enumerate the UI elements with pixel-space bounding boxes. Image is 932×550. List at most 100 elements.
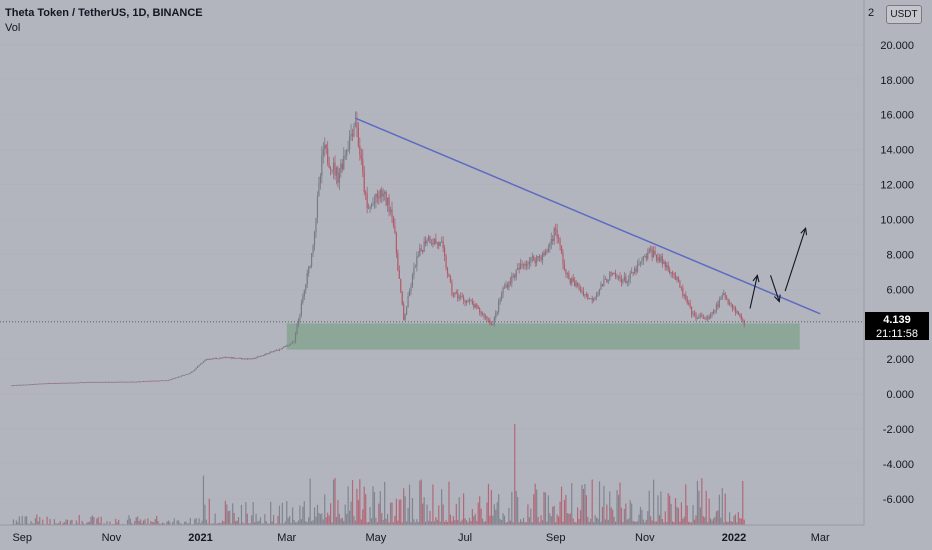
volume-bar bbox=[495, 509, 497, 525]
volume-bar bbox=[249, 523, 251, 525]
volume-bar bbox=[515, 490, 517, 525]
volume-bar bbox=[558, 516, 560, 525]
volume-bar bbox=[425, 521, 427, 525]
volume-bar bbox=[366, 522, 368, 525]
price-tick-label: 10.000 bbox=[880, 214, 914, 226]
volume-bar bbox=[75, 520, 77, 525]
candle-body bbox=[689, 303, 691, 307]
candle-body bbox=[58, 382, 60, 384]
candle-body bbox=[20, 384, 22, 386]
candle-body bbox=[626, 281, 628, 283]
candle-body bbox=[502, 287, 504, 295]
volume-bar bbox=[458, 497, 460, 525]
chart-title: Theta Token / TetherUS, 1D, BINANCE bbox=[5, 7, 203, 19]
price-axis[interactable]: 20.000 18.000 16.000 14.000 12.000 10.000 8.00… bbox=[880, 40, 914, 506]
candle-body bbox=[33, 384, 35, 385]
volume-bar bbox=[476, 520, 478, 525]
candle-body bbox=[273, 351, 275, 353]
candle-body bbox=[93, 381, 95, 383]
volume-bar bbox=[559, 501, 561, 525]
volume-bar bbox=[340, 518, 342, 525]
candle-body bbox=[714, 310, 716, 313]
support-zone bbox=[286, 323, 800, 350]
candle-body bbox=[686, 298, 688, 304]
volume-bar bbox=[144, 519, 146, 525]
volume-bar bbox=[93, 517, 95, 525]
volume-bar bbox=[441, 489, 443, 525]
volume-bar bbox=[720, 517, 722, 525]
candle-body bbox=[160, 380, 162, 382]
candle-body bbox=[647, 253, 649, 259]
volume-bar bbox=[690, 522, 693, 525]
candle-body bbox=[704, 318, 706, 320]
time-tick-label: 2021 bbox=[188, 532, 212, 544]
volume-bar bbox=[167, 520, 169, 525]
volume-bar bbox=[384, 481, 386, 525]
volume-bar bbox=[632, 520, 634, 525]
candle-body bbox=[299, 314, 301, 321]
volume-bar bbox=[430, 521, 433, 525]
candle-body bbox=[473, 303, 475, 308]
candle-body bbox=[619, 276, 621, 280]
volume-bar bbox=[176, 520, 178, 525]
volume-bar bbox=[742, 480, 744, 525]
candle-body bbox=[712, 311, 715, 313]
candle-body bbox=[740, 315, 742, 320]
currency-badge[interactable]: USDT bbox=[886, 5, 922, 24]
volume-bar bbox=[381, 513, 383, 525]
candle-body bbox=[721, 295, 723, 299]
volume-bar bbox=[151, 521, 153, 525]
candle-body bbox=[709, 314, 712, 319]
volume-bar bbox=[620, 507, 623, 525]
volume-bar bbox=[669, 495, 671, 525]
candle-body bbox=[655, 254, 658, 261]
candle-body bbox=[707, 316, 709, 319]
candle-body bbox=[354, 122, 357, 126]
time-tick-label: Sep bbox=[546, 532, 566, 544]
volume-bar bbox=[644, 522, 646, 525]
candle-body bbox=[62, 382, 64, 384]
candle-body bbox=[113, 381, 115, 383]
volume-indicator-label[interactable]: Vol bbox=[5, 22, 21, 34]
candle-body bbox=[541, 253, 544, 261]
candle-body bbox=[289, 343, 291, 346]
volume-bar bbox=[315, 516, 317, 525]
candle-body bbox=[47, 383, 50, 385]
volume-bar bbox=[154, 519, 156, 525]
candle-body bbox=[525, 263, 528, 267]
candle-body bbox=[398, 269, 400, 279]
volume-bar bbox=[533, 494, 535, 525]
candle-body bbox=[430, 243, 433, 244]
volume-bar bbox=[293, 519, 295, 525]
volume-bar bbox=[610, 507, 612, 525]
volume-bar bbox=[334, 477, 336, 525]
candle-body bbox=[137, 381, 139, 383]
candle-body bbox=[417, 255, 419, 257]
volume-bar bbox=[686, 505, 688, 525]
candle-body bbox=[104, 381, 107, 383]
candle-body bbox=[552, 239, 554, 242]
candle-body bbox=[389, 209, 392, 212]
candle-body bbox=[607, 280, 609, 283]
candle-body bbox=[350, 133, 352, 136]
candle-body bbox=[708, 316, 710, 319]
time-axis[interactable]: Sep Nov 2021 Mar May Jul Sep Nov 2022 Mar bbox=[12, 532, 830, 544]
volume-bar bbox=[394, 515, 396, 525]
candle-body bbox=[693, 313, 696, 315]
candle-body bbox=[262, 355, 264, 357]
candle-body bbox=[30, 384, 32, 386]
volume-bar bbox=[221, 520, 224, 525]
candle-body bbox=[625, 276, 627, 283]
candle-body bbox=[533, 256, 535, 261]
candle-body bbox=[717, 304, 719, 307]
candle-body bbox=[286, 345, 288, 347]
volume-bar bbox=[97, 517, 99, 525]
volume-bar bbox=[721, 488, 723, 525]
candle-body bbox=[52, 383, 54, 385]
volume-bar bbox=[416, 519, 418, 525]
candle-body bbox=[742, 319, 744, 321]
grid-lines bbox=[0, 44, 864, 500]
candle-body bbox=[499, 299, 501, 302]
candle-body bbox=[579, 289, 582, 292]
